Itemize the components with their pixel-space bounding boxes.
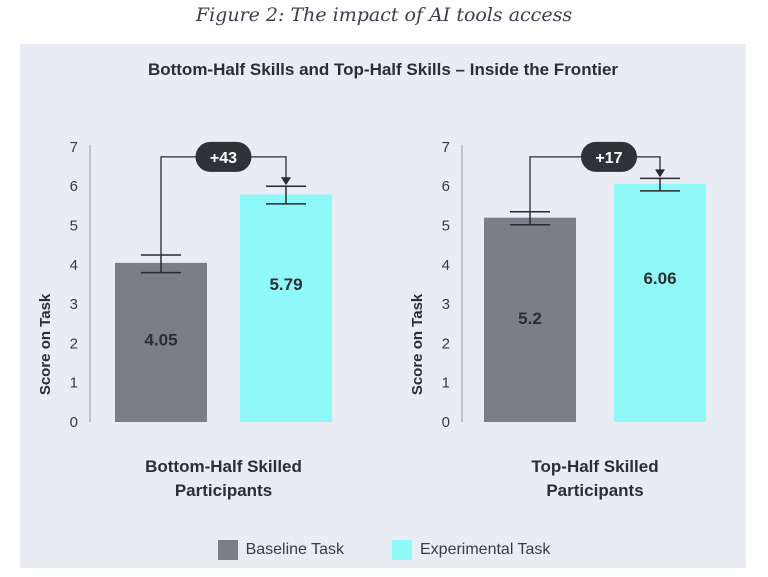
chart2-y-tick-label: 4: [442, 257, 450, 274]
chart1-y-tick-label: 6: [70, 178, 78, 195]
chart1-value-label: 4.05: [144, 331, 177, 350]
chart2-y-tick-label: 7: [442, 139, 450, 156]
chart2-y-tick-label: 6: [442, 178, 450, 195]
chart1-bar-experimental: [240, 194, 332, 422]
chart1-y-tick-label: 2: [70, 335, 78, 352]
chart1-y-axis-label: Score on Task: [37, 293, 54, 395]
chart1-y-tick-label: 3: [70, 296, 78, 313]
chart1-y-tick-label: 0: [70, 414, 78, 431]
legend-item-baseline: Baseline Task: [217, 540, 344, 560]
chart2-annotation-badge: [581, 141, 637, 172]
chart2-bar-experimental: [614, 183, 706, 422]
chart2-annotation-arrow: [655, 169, 665, 178]
chart1-category-label: Participants: [175, 481, 272, 500]
chart1-y-tick-label: 5: [70, 218, 78, 235]
legend-swatch-baseline: [217, 540, 238, 560]
chart1-y-tick-label: 4: [70, 257, 78, 274]
chart1-annotation-arrow: [281, 177, 291, 186]
chart2-y-tick-label: 0: [442, 414, 450, 431]
chart2-y-axis-label: Score on Task: [409, 293, 426, 395]
chart2-bar-baseline: [484, 217, 576, 422]
chart2-value-label: 5.2: [518, 309, 542, 328]
chart1-annotation-badge: [195, 141, 252, 172]
legend-item-experimental: Experimental Task: [392, 540, 550, 560]
legend-swatch-experimental: [392, 540, 412, 560]
chart2-category-label: Top-Half Skilled: [531, 457, 658, 476]
chart1-y-tick-label: 1: [70, 375, 78, 392]
chart2-category-label: Participants: [546, 481, 643, 500]
chart1-value-label: 5.79: [269, 275, 302, 294]
chart1-bar-baseline: [115, 262, 207, 422]
figure-caption: Figure 2: The impact of AI tools access: [195, 4, 573, 26]
chart2-y-tick-label: 5: [442, 218, 450, 235]
chart1-category-label: Bottom-Half Skilled: [145, 457, 302, 476]
legend-label-baseline: Baseline Task: [245, 541, 344, 558]
legend-label-experimental: Experimental Task: [420, 541, 551, 558]
chart1-annotation-label: +43: [210, 150, 237, 167]
chart2-y-tick-label: 1: [442, 375, 450, 392]
chart1-y-tick-label: 7: [70, 139, 78, 156]
chart-title: Bottom-Half Skills and Top-Half Skills –…: [147, 60, 619, 79]
chart2-y-tick-label: 2: [442, 335, 450, 352]
legend: Baseline Task Experimental Task: [0, 540, 768, 560]
chart2-value-label: 6.06: [643, 269, 676, 288]
chart2-annotation-label: +17: [595, 150, 622, 167]
chart2-y-tick-label: 3: [442, 296, 450, 313]
